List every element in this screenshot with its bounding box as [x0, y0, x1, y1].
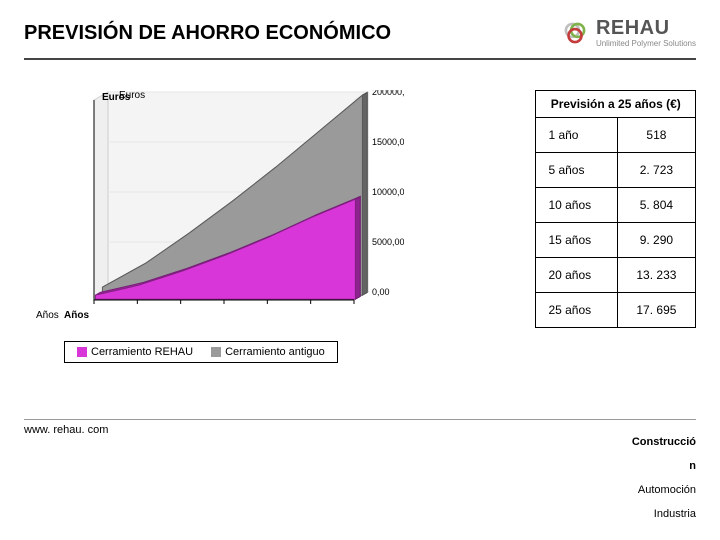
legend-label-rehau: Cerramiento REHAU: [91, 346, 193, 358]
table-row: 25 años17. 695: [536, 293, 696, 328]
table-cell-label: 10 años: [536, 188, 617, 223]
svg-text:0,00: 0,00: [372, 287, 390, 297]
table-row: 5 años2. 723: [536, 153, 696, 188]
legend-swatch-rehau: [77, 347, 87, 357]
forecast-table-wrap: Previsión a 25 años (€) 1 año5185 años2.…: [535, 90, 696, 328]
legend-label-antiguo: Cerramiento antiguo: [225, 346, 325, 358]
legend-item-antiguo: Cerramiento antiguo: [211, 346, 325, 358]
brand-name: REHAU: [596, 18, 696, 38]
area-chart: 0,00 5000,00 10000,00 15000,00 200000,00 Euro…: [24, 90, 404, 320]
rehau-logo-icon: [562, 20, 588, 46]
table-cell-value: 518: [617, 118, 695, 153]
legend-item-rehau: Cerramiento REHAU: [77, 346, 193, 358]
table-cell-label: 25 años: [536, 293, 617, 328]
chart-block: 0,00 5000,00 10000,00 15000,00 200000,00 Euro…: [24, 90, 511, 363]
brand-block: REHAU Unlimited Polymer Solutions: [562, 18, 696, 48]
svg-text:Euros: Euros: [119, 90, 145, 101]
legend-swatch-antiguo: [211, 347, 221, 357]
table-cell-label: 15 años: [536, 223, 617, 258]
main-content: 0,00 5000,00 10000,00 15000,00 200000,00 Euro…: [0, 60, 720, 363]
table-cell-label: 5 años: [536, 153, 617, 188]
chart-legend: Cerramiento REHAU Cerramiento antiguo: [64, 341, 338, 363]
table-row: 10 años5. 804: [536, 188, 696, 223]
table-header: Previsión a 25 años (€): [536, 91, 696, 118]
forecast-table: Previsión a 25 años (€) 1 año5185 años2.…: [535, 90, 696, 328]
table-cell-value: 17. 695: [617, 293, 695, 328]
footer-segments: Construcció n Automoción Industria: [632, 424, 696, 520]
table-row: 20 años13. 233: [536, 258, 696, 293]
footer-divider: [24, 419, 696, 420]
table-cell-value: 9. 290: [617, 223, 695, 258]
footer: www. rehau. com Construcció n Automoción…: [24, 419, 696, 520]
svg-text:200000,00: 200000,00: [372, 90, 404, 97]
svg-text:Años: Años: [64, 310, 89, 320]
svg-text:5000,00: 5000,00: [372, 237, 404, 247]
header: PREVISIÓN DE AHORRO ECONÓMICO REHAU Unli…: [0, 0, 720, 56]
table-cell-value: 13. 233: [617, 258, 695, 293]
footer-url: www. rehau. com: [24, 424, 108, 520]
page-title: PREVISIÓN DE AHORRO ECONÓMICO: [24, 22, 391, 45]
svg-text:10000,00: 10000,00: [372, 187, 404, 197]
svg-text:15000,00: 15000,00: [372, 137, 404, 147]
svg-text:Años: Años: [36, 310, 59, 320]
brand-tagline: Unlimited Polymer Solutions: [596, 40, 696, 48]
table-row: 1 año518: [536, 118, 696, 153]
table-cell-value: 5. 804: [617, 188, 695, 223]
table-cell-label: 20 años: [536, 258, 617, 293]
table-cell-value: 2. 723: [617, 153, 695, 188]
table-row: 15 años9. 290: [536, 223, 696, 258]
table-cell-label: 1 año: [536, 118, 617, 153]
